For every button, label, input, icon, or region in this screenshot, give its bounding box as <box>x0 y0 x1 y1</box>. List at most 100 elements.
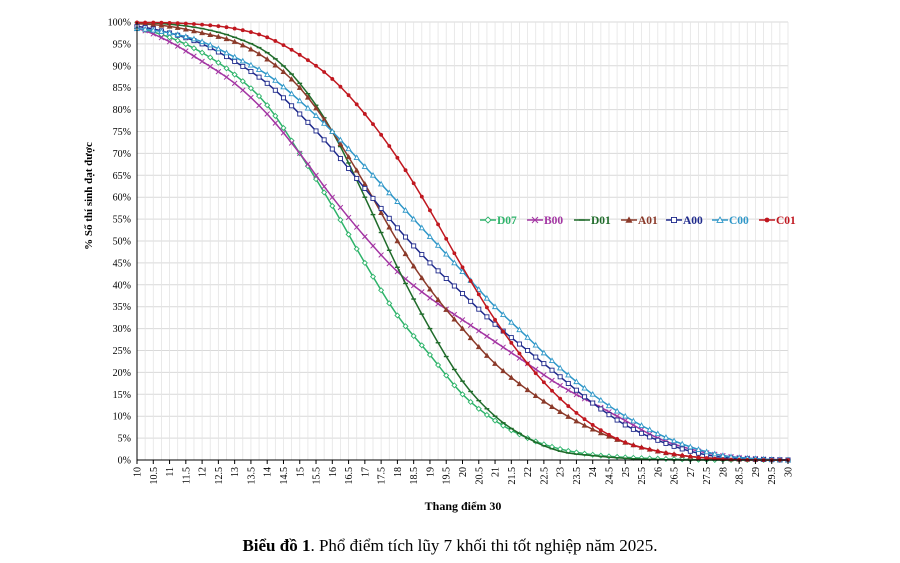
data-point <box>614 417 620 423</box>
x-tick-label: 16.5 <box>344 467 355 485</box>
data-point <box>240 63 246 69</box>
data-point <box>272 87 278 93</box>
data-point <box>166 23 173 29</box>
data-point <box>476 306 482 312</box>
data-point <box>296 97 303 104</box>
data-point <box>304 104 312 111</box>
caption-label: Biểu đồ 1 <box>242 536 311 555</box>
data-point <box>256 102 262 109</box>
data-point <box>631 443 636 448</box>
data-point <box>729 457 733 462</box>
legend-label: D01 <box>591 215 611 227</box>
data-point <box>491 303 499 310</box>
data-point <box>483 294 491 301</box>
chart-grid <box>136 21 789 461</box>
data-point <box>573 387 579 393</box>
data-point <box>329 146 335 152</box>
data-point <box>613 407 621 414</box>
x-tick-label: 15.5 <box>312 467 323 485</box>
legend-label: C00 <box>729 215 749 227</box>
data-point <box>223 49 230 56</box>
data-point <box>475 286 482 292</box>
data-point <box>361 163 369 169</box>
data-point <box>337 216 344 224</box>
data-point <box>354 175 360 181</box>
data-point <box>410 282 417 289</box>
data-point <box>565 371 572 378</box>
data-point <box>313 128 319 134</box>
y-tick-label: 100% <box>108 18 131 29</box>
data-point <box>313 172 319 179</box>
legend-label: C01 <box>776 215 796 227</box>
series-c01 <box>135 20 790 462</box>
data-point <box>239 78 246 85</box>
y-tick-label: 50% <box>113 237 131 248</box>
data-point <box>662 455 669 462</box>
legend-item-b00: B00 <box>527 215 563 227</box>
data-point <box>167 20 172 25</box>
data-point <box>452 251 457 256</box>
y-tick-label: 40% <box>113 280 131 291</box>
data-point <box>639 430 645 436</box>
data-point <box>581 384 588 391</box>
data-point <box>247 61 255 68</box>
data-point <box>704 456 709 461</box>
data-point <box>451 283 457 289</box>
y-tick-label: 5% <box>118 434 131 445</box>
data-point <box>517 351 522 356</box>
data-point <box>272 112 279 119</box>
x-tick-label: 26 <box>653 467 664 477</box>
y-tick-label: 80% <box>113 105 131 116</box>
data-point <box>289 103 295 109</box>
data-point <box>625 216 633 223</box>
data-point <box>190 35 198 42</box>
data-point <box>216 24 221 29</box>
data-point <box>533 371 538 376</box>
data-point <box>346 165 352 171</box>
data-point <box>574 410 579 415</box>
y-tick-label: 95% <box>113 39 131 50</box>
data-point <box>716 216 724 223</box>
data-point <box>435 268 441 274</box>
data-point <box>696 455 701 460</box>
chart-axes: 0% 5% 10% 15% 20% 25% 30% 35% 40% 45% 50% 55% 60% 65%… <box>108 18 795 485</box>
data-point <box>320 120 328 126</box>
legend-label: D07 <box>497 215 517 227</box>
data-point <box>467 398 474 406</box>
data-point <box>467 322 474 329</box>
data-point <box>215 45 222 52</box>
data-point <box>410 263 417 269</box>
data-point <box>451 259 458 266</box>
data-point <box>354 102 359 107</box>
data-point <box>557 408 564 415</box>
data-point <box>207 41 214 48</box>
x-tick-label: 21.5 <box>507 467 518 485</box>
data-point <box>509 340 514 345</box>
data-point <box>182 33 189 40</box>
data-point <box>443 276 449 281</box>
y-tick-label: 20% <box>113 368 131 379</box>
data-point <box>239 57 246 64</box>
data-point <box>589 390 596 397</box>
x-tick-label: 27.5 <box>702 467 713 485</box>
data-point <box>516 341 522 347</box>
data-point <box>387 144 392 148</box>
x-tick-label: 22 <box>523 467 534 477</box>
y-tick-label: 75% <box>113 127 131 138</box>
data-point <box>615 437 620 441</box>
data-point <box>428 208 432 213</box>
x-tick-label: 23 <box>556 467 567 477</box>
x-tick-label: 15 <box>295 467 306 477</box>
data-point <box>679 440 686 447</box>
data-point <box>662 434 670 440</box>
data-point <box>606 412 612 418</box>
data-point <box>329 128 336 134</box>
data-point <box>623 440 628 445</box>
data-point <box>532 341 539 348</box>
y-axis-label: % Số thí sinh đạt được <box>83 142 95 250</box>
data-point <box>321 189 328 196</box>
data-point <box>573 391 580 398</box>
data-point <box>508 374 515 380</box>
data-point <box>296 84 303 90</box>
data-point <box>166 34 173 41</box>
